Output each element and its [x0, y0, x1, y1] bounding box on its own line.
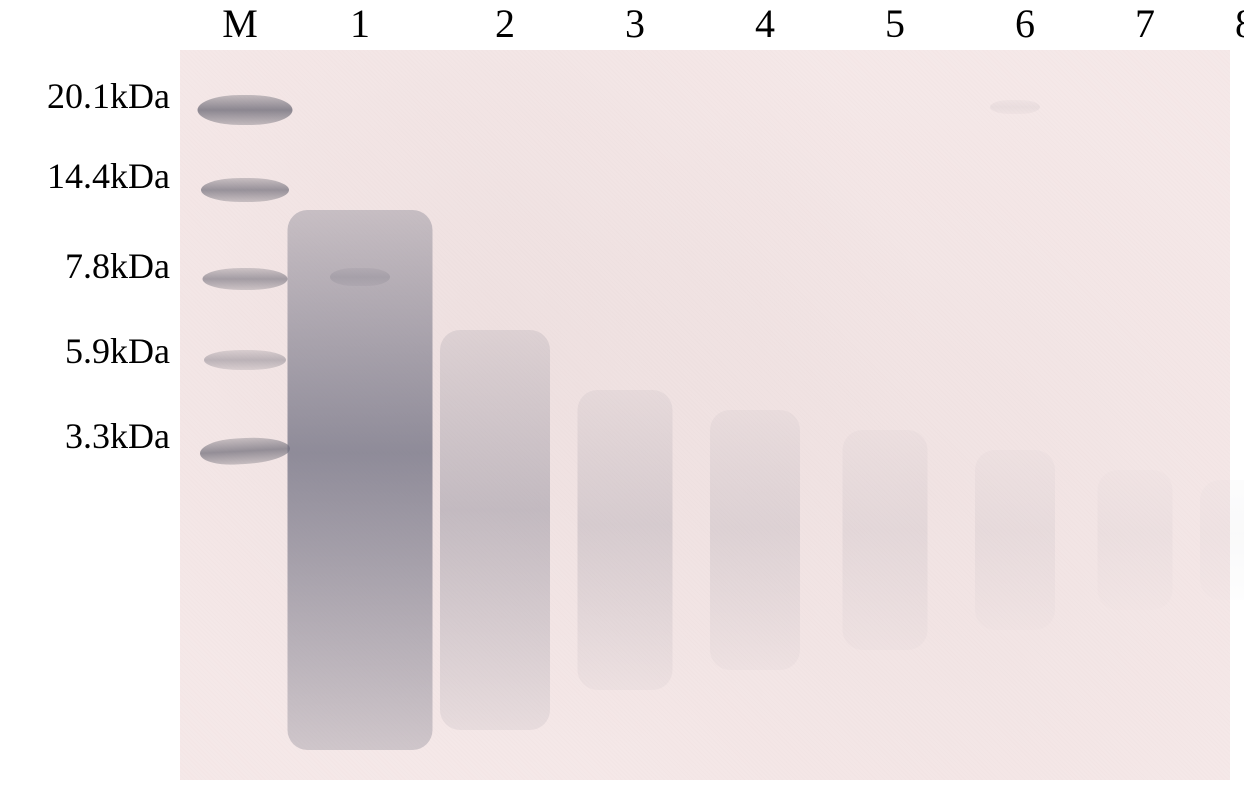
gel-lane-4 — [700, 50, 810, 780]
gel-lane-2 — [440, 50, 550, 780]
lane-header: 7 — [1115, 0, 1175, 47]
gel-smear — [843, 430, 928, 650]
gel-image: 20.1kDa 14.4kDa 7.8kDa 5.9kDa 3.3kDa M 1 2 3 4 5 6… — [0, 0, 1244, 794]
mw-label: 14.4kDa — [47, 155, 170, 197]
gel-smear — [440, 330, 550, 730]
marker-band — [204, 350, 286, 370]
lane-header: 2 — [475, 0, 535, 47]
gel-lanes-area: M 1 2 3 4 5 6 78 — [180, 0, 1244, 794]
marker-band — [201, 178, 289, 202]
lane-header: 3 — [605, 0, 665, 47]
gel-lane-6 — [960, 50, 1070, 780]
gel-lane-8 — [1180, 50, 1244, 780]
marker-band — [203, 268, 288, 290]
gel-lane-5 — [830, 50, 940, 780]
gel-lane-1 — [305, 50, 415, 780]
sample-band — [990, 100, 1040, 114]
mw-label: 20.1kDa — [47, 75, 170, 117]
mw-label: 3.3kDa — [65, 415, 170, 457]
gel-lane-7 — [1080, 50, 1190, 780]
lane-header: 8 — [1215, 0, 1244, 47]
gel-lane-M — [190, 50, 300, 780]
lane-header: 5 — [865, 0, 925, 47]
gel-smear — [710, 410, 800, 670]
gel-lane-3 — [570, 50, 680, 780]
mw-label: 5.9kDa — [65, 330, 170, 372]
lane-header: 1 — [330, 0, 390, 47]
gel-smear — [578, 390, 673, 690]
gel-smear — [1200, 480, 1244, 600]
sample-band — [330, 268, 390, 286]
lane-header: 4 — [735, 0, 795, 47]
marker-band — [198, 95, 293, 125]
mw-labels-column: 20.1kDa 14.4kDa 7.8kDa 5.9kDa 3.3kDa — [0, 0, 180, 794]
gel-smear — [288, 210, 433, 750]
marker-band — [200, 436, 290, 467]
gel-smear — [975, 450, 1055, 630]
gel-smear — [1098, 470, 1173, 610]
lane-header: 6 — [995, 0, 1055, 47]
mw-label: 7.8kDa — [65, 245, 170, 287]
lane-header: M — [210, 0, 270, 47]
